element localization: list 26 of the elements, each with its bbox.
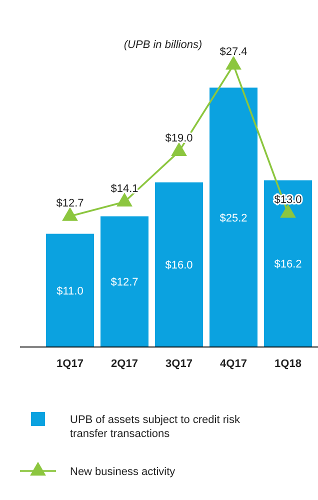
data-label: $25.2 bbox=[220, 212, 248, 224]
bar bbox=[155, 182, 203, 347]
data-label: $16.0 bbox=[165, 260, 193, 272]
data-label: $11.0 bbox=[56, 285, 84, 298]
point bbox=[116, 192, 132, 206]
x-tick-label: 4Q17 bbox=[220, 358, 247, 370]
legend-label: New business activity bbox=[70, 466, 176, 478]
legend-label: UPB of assets subject to credit risk transfer transactions bbox=[70, 414, 240, 440]
bar bbox=[264, 180, 312, 347]
bar bbox=[210, 88, 258, 347]
x-tick-label: 1Q18 bbox=[274, 358, 302, 370]
x-tick-label: 1Q17 bbox=[56, 358, 84, 370]
chart-title: (UPB in billions) bbox=[124, 39, 202, 51]
bar bbox=[100, 216, 148, 347]
point bbox=[62, 207, 78, 221]
data-label: $12.7 bbox=[110, 276, 138, 289]
point bbox=[171, 142, 187, 156]
data-label: $16.2 bbox=[274, 258, 302, 271]
data-label: $27.4 bbox=[220, 46, 248, 58]
x-tick-label: 3Q17 bbox=[166, 358, 192, 370]
point bbox=[280, 204, 296, 218]
data-label: $14.1 bbox=[110, 182, 138, 195]
x-tick-label: 2Q17 bbox=[111, 358, 138, 370]
bar bbox=[46, 234, 94, 347]
point bbox=[226, 56, 242, 70]
data-label: $12.7 bbox=[56, 197, 84, 210]
